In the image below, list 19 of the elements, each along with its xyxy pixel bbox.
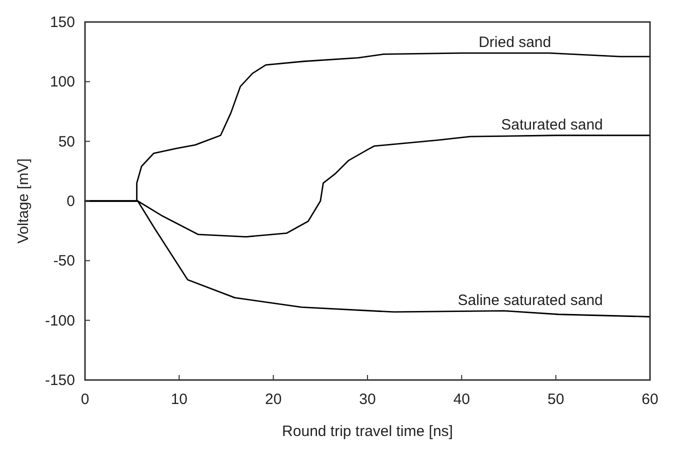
y-tick-label: 50 [58,133,75,150]
x-tick-label: 60 [642,391,658,408]
x-tick-label: 20 [264,391,282,408]
y-tick-label: 100 [50,74,75,91]
y-tick-label: -150 [44,372,75,389]
y-tick-label: 0 [66,193,75,210]
y-tick-label: -100 [44,312,75,330]
y-tick-label: 150 [50,14,75,31]
x-axis-title: Round trip travel time [ns] [282,423,453,440]
y-axis-title: Voltage [mV] [15,158,32,244]
x-tick-label: 10 [170,391,188,408]
x-tick-label: 0 [80,391,90,408]
series-label: Saturated sand [501,116,603,134]
series-label: Saline saturated sand [458,292,603,309]
x-tick-label: 50 [547,391,564,408]
x-tick-label: 40 [453,391,470,408]
series-label: Dried sand [478,34,552,52]
y-tick-label: -50 [53,252,75,270]
x-tick-label: 30 [359,391,376,408]
